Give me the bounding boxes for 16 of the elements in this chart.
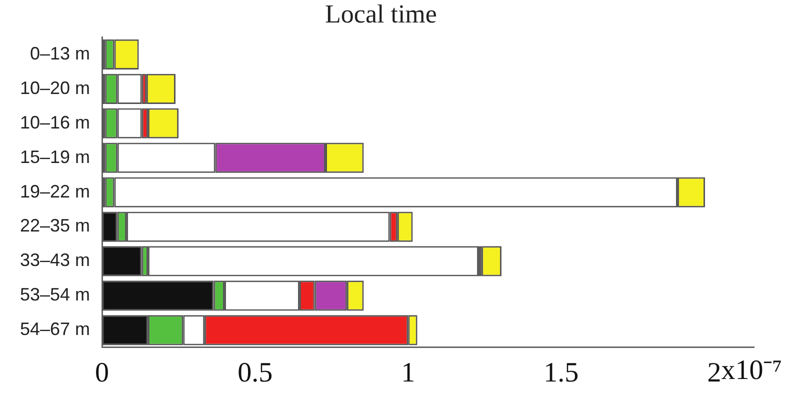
y-tick-label: 10–20 m bbox=[20, 78, 90, 98]
y-tick-label: 19–22 m bbox=[20, 181, 90, 202]
x-tick-label: 2 bbox=[707, 358, 722, 389]
x-tick-label: 1.5 bbox=[544, 358, 579, 389]
chart-title: Local time bbox=[325, 0, 437, 28]
x-tick-label: 0 bbox=[95, 358, 110, 389]
y-tick-label: 22–35 m bbox=[20, 216, 90, 236]
x-tick-label: 1 bbox=[401, 358, 416, 389]
y-tick-label: 10–16 m bbox=[20, 112, 90, 132]
y-tick-label: 0–13 m bbox=[30, 43, 90, 64]
x-axis-title: x10⁻⁷ bbox=[721, 354, 782, 386]
x-tick-label: 0.5 bbox=[238, 358, 273, 389]
y-tick-label: 15–19 m bbox=[20, 146, 90, 167]
y-tick-label: 54–67 m bbox=[20, 319, 90, 340]
y-tick-label: 53–54 m bbox=[20, 284, 90, 305]
y-tick-label: 33–43 m bbox=[20, 250, 90, 270]
